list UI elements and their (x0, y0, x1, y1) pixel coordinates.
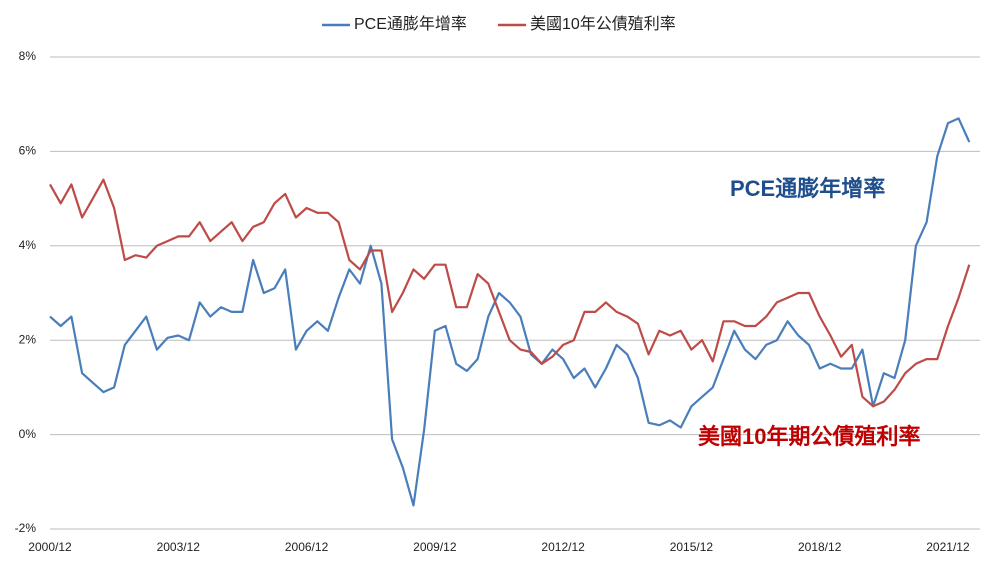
series-line (49, 178, 971, 408)
x-tick-label: 2021/12 (926, 540, 970, 554)
y-tick-label: 2% (19, 332, 37, 346)
y-tick-label: 8% (19, 49, 37, 63)
legend-label: PCE通膨年增率 (354, 15, 467, 33)
x-tick-label: 2015/12 (670, 540, 714, 554)
y-tick-label: -2% (15, 521, 37, 535)
annotation: PCE通膨年增率 (730, 176, 885, 201)
x-tick-label: 2006/12 (285, 540, 329, 554)
x-tick-label: 2012/12 (541, 540, 585, 554)
y-tick-label: 4% (19, 238, 37, 252)
legend-label: 美國10年公債殖利率 (530, 15, 676, 33)
y-tick-label: 6% (19, 144, 37, 158)
y-tick-label: 0% (19, 427, 37, 441)
series-line (49, 117, 971, 507)
x-tick-label: 2003/12 (157, 540, 201, 554)
annotation: 美國10年期公債殖利率 (698, 424, 920, 449)
x-tick-label: 2018/12 (798, 540, 842, 554)
x-tick-label: 2009/12 (413, 540, 457, 554)
x-tick-label: 2000/12 (28, 540, 72, 554)
